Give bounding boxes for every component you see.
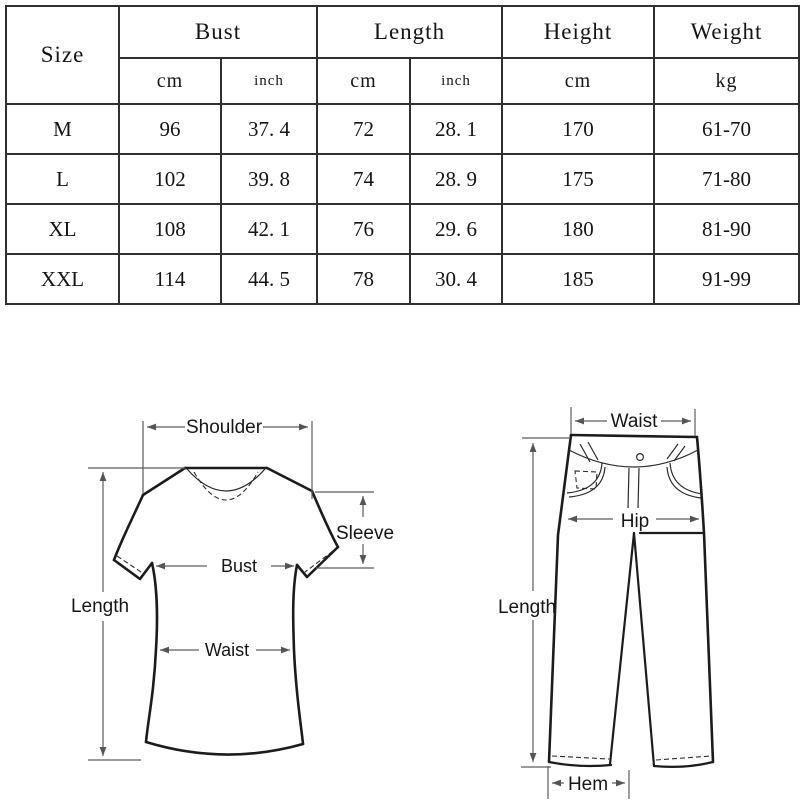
cell-height-cm: 180 <box>501 203 655 255</box>
pants-hem-label: Hem <box>568 774 608 795</box>
cell-length-inch: 28. 1 <box>409 103 503 155</box>
pants-left-inseam <box>608 531 636 766</box>
belt-loop-right <box>666 443 686 462</box>
cell-weight-kg: 71-80 <box>653 153 800 205</box>
unit-bust-cm: cm <box>118 57 222 105</box>
col-header-height: Height <box>501 5 655 59</box>
shirt-shoulder-label: Shoulder <box>186 417 263 438</box>
shirt-right-cuff <box>295 545 340 579</box>
pants-dimensions <box>521 407 699 799</box>
cell-length-inch: 28. 9 <box>409 153 503 205</box>
pants-button <box>635 453 644 462</box>
table-row-xl: XL 108 42. 1 76 29. 6 180 81-90 <box>5 203 800 255</box>
cell-bust-inch: 44. 5 <box>220 253 318 305</box>
cell-size: L <box>5 153 120 205</box>
cell-weight-kg: 81-90 <box>653 203 800 255</box>
pants-right-hem-edge <box>652 760 715 768</box>
pants-waist-label: Waist <box>611 411 659 432</box>
shirt-hem <box>144 740 305 756</box>
coin-pocket <box>574 470 598 490</box>
cell-height-cm: 175 <box>501 153 655 205</box>
fly-line-1 <box>627 467 630 509</box>
table-row-xxl: XXL 114 44. 5 78 30. 4 185 91-99 <box>5 253 800 305</box>
cell-height-cm: 185 <box>501 253 655 305</box>
left-pocket-curve <box>566 462 606 498</box>
cell-length-cm: 74 <box>316 153 411 205</box>
col-header-length: Length <box>316 5 503 59</box>
cell-length-cm: 78 <box>316 253 411 305</box>
shirt-right-cuff-seam <box>304 550 334 573</box>
cell-length-cm: 72 <box>316 103 411 155</box>
cell-size: XL <box>5 203 120 255</box>
pants-drawing <box>547 433 715 768</box>
cell-bust-cm: 108 <box>118 203 222 255</box>
shirt-neck-seam <box>193 471 259 501</box>
col-header-size: Size <box>5 5 120 105</box>
cell-length-cm: 76 <box>316 203 411 255</box>
shirt-neck-outer <box>186 468 266 492</box>
unit-weight-kg: kg <box>653 57 800 105</box>
shirt-right-shoulder <box>265 466 314 493</box>
cell-bust-cm: 102 <box>118 153 222 205</box>
cell-bust-cm: 96 <box>118 103 222 155</box>
pants-length-label: Length <box>498 597 556 618</box>
cell-weight-kg: 61-70 <box>653 103 800 155</box>
shirt-sleeve-label: Sleeve <box>336 523 394 544</box>
shirt-length-label: Length <box>71 596 129 617</box>
shirt-left-side <box>144 561 159 744</box>
belt-loop-left <box>579 441 599 463</box>
measure-diagrams: Shoulder Sleeve Bust Waist Length <box>71 407 715 799</box>
shirt-bust-label: Bust <box>221 556 257 576</box>
tshirt-dimensions <box>88 421 374 761</box>
header-row-1: Size Bust Length Height Weight <box>5 5 800 105</box>
pants-hip-label: Hip <box>621 511 650 532</box>
shirt-left-cuff <box>112 558 154 581</box>
shirt-left-cuff-seam <box>116 555 145 575</box>
pants-right-inseam <box>632 531 656 768</box>
right-hem-stitch <box>655 755 712 761</box>
cell-size: XXL <box>5 253 120 305</box>
size-chart-table: Size Bust Length Height Weight cm inch c… <box>5 5 800 305</box>
col-header-weight: Weight <box>653 5 800 59</box>
table-row-l: L 102 39. 8 74 28. 9 175 71-80 <box>5 153 800 205</box>
table-row-m: M 96 37. 4 72 28. 1 170 61-70 <box>5 103 800 155</box>
shirt-left-shoulder <box>141 466 187 497</box>
cell-length-inch: 29. 6 <box>409 203 503 255</box>
tshirt-drawing <box>112 466 340 756</box>
unit-length-inch: inch <box>409 57 503 105</box>
cell-bust-inch: 42. 1 <box>220 203 318 255</box>
pants-left-hem-edge <box>547 760 613 768</box>
cell-bust-cm: 114 <box>118 253 222 305</box>
cell-weight-kg: 91-99 <box>653 253 800 305</box>
unit-height-cm: cm <box>501 57 655 105</box>
left-hem-stitch <box>551 755 610 760</box>
shirt-right-sleeve-outer <box>310 489 340 549</box>
header-row-units: cm inch cm inch cm kg <box>6 57 800 105</box>
unit-bust-inch: inch <box>220 57 318 105</box>
shirt-waist-label: Waist <box>205 640 249 660</box>
pants-top-edge <box>569 433 699 439</box>
cell-size: M <box>5 103 120 155</box>
shirt-right-side <box>291 563 305 746</box>
cell-length-inch: 30. 4 <box>409 253 503 305</box>
unit-length-cm: cm <box>316 57 411 105</box>
pants-right-outer <box>695 435 715 764</box>
shirt-left-sleeve-outer <box>112 493 145 562</box>
cell-bust-inch: 39. 8 <box>220 153 318 205</box>
waistband-seam <box>568 449 699 468</box>
col-header-bust: Bust <box>118 5 318 59</box>
cell-height-cm: 170 <box>501 103 655 155</box>
right-pocket-curve <box>666 462 704 499</box>
fly-line-2 <box>637 467 640 509</box>
pants-left-outer <box>547 433 573 764</box>
cell-bust-inch: 37. 4 <box>220 103 318 155</box>
